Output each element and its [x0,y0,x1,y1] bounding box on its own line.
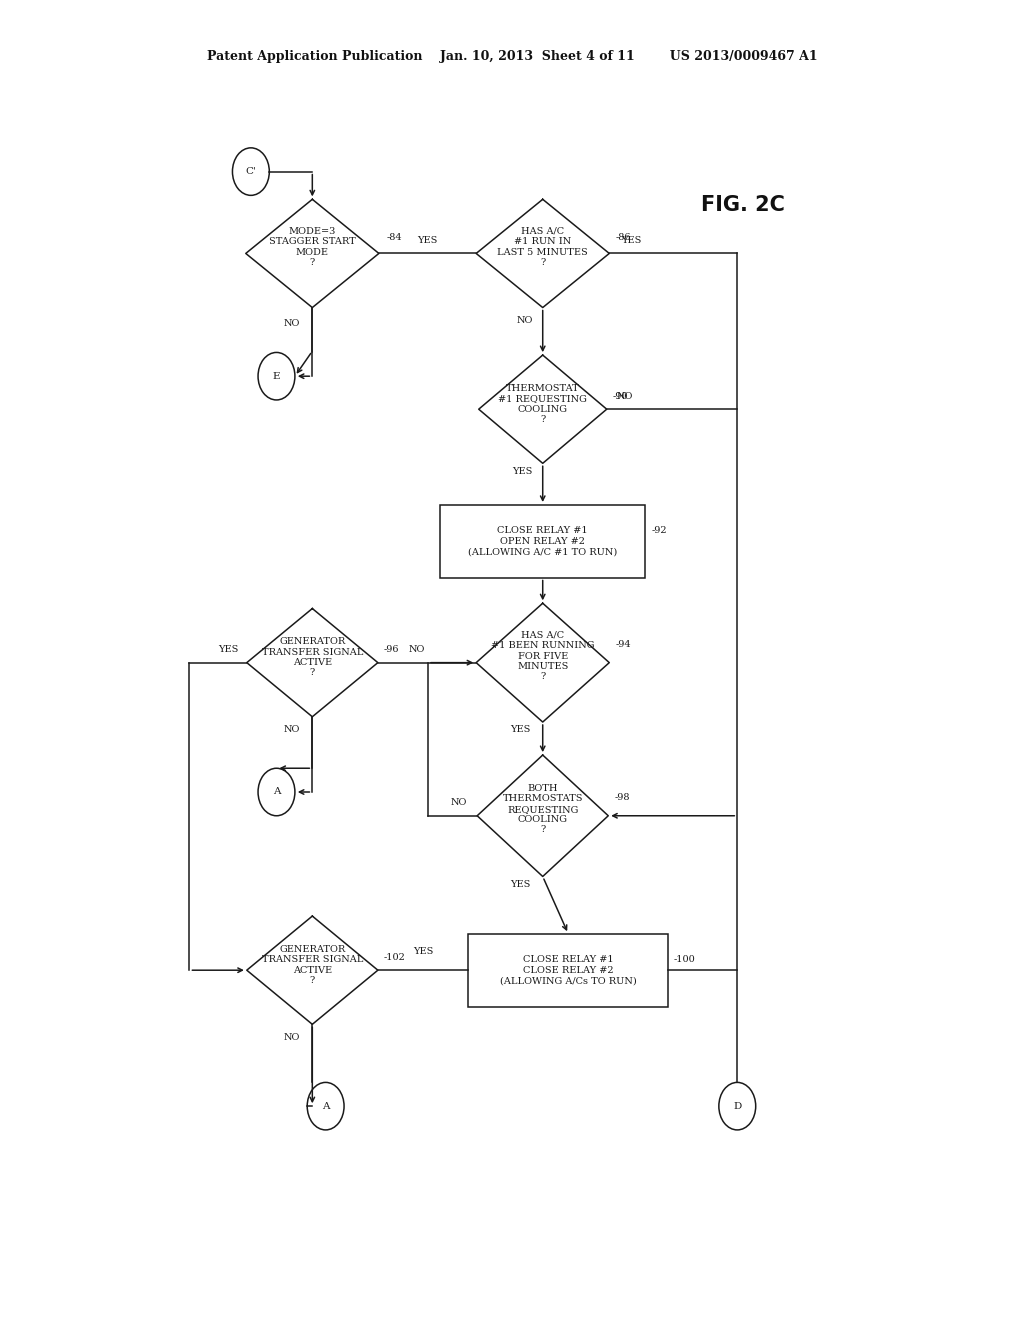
Text: NO: NO [284,1034,300,1041]
Text: YES: YES [622,236,642,244]
Text: D: D [733,1102,741,1110]
Text: YES: YES [512,467,532,475]
Bar [469,935,669,1006]
Text: -98: -98 [614,793,630,801]
Text: NO: NO [516,317,532,325]
Bar [440,504,645,578]
Text: -84: -84 [387,234,402,242]
Text: HAS A/C
#1 RUN IN
LAST 5 MINUTES
?: HAS A/C #1 RUN IN LAST 5 MINUTES ? [498,227,588,267]
Text: NO: NO [284,319,300,327]
Text: Patent Application Publication    Jan. 10, 2013  Sheet 4 of 11        US 2013/00: Patent Application Publication Jan. 10, … [207,50,817,63]
Text: FIG. 2C: FIG. 2C [701,194,785,215]
Text: BOTH
THERMOSTATS
REQUESTING
COOLING
?: BOTH THERMOSTATS REQUESTING COOLING ? [503,784,583,834]
Text: MODE=3
STAGGER START
MODE
?: MODE=3 STAGGER START MODE ? [269,227,355,267]
Text: YES: YES [413,948,433,956]
Text: -86: -86 [615,234,631,242]
Text: NO: NO [616,392,633,400]
Text: E: E [272,372,281,380]
Text: YES: YES [218,645,239,653]
Text: -90: -90 [612,392,629,400]
Text: YES: YES [510,880,530,888]
Text: -94: -94 [615,640,631,648]
Text: C': C' [246,168,256,176]
Text: NO: NO [284,726,300,734]
Text: HAS A/C
#1 BEEN RUNNING
FOR FIVE
MINUTES
?: HAS A/C #1 BEEN RUNNING FOR FIVE MINUTES… [490,631,595,681]
Text: A: A [272,788,281,796]
Text: -102: -102 [384,953,406,961]
Text: GENERATOR
TRANSFER SIGNAL
ACTIVE
?: GENERATOR TRANSFER SIGNAL ACTIVE ? [262,638,362,677]
Text: -92: -92 [651,527,667,535]
Text: -96: -96 [384,645,399,653]
Text: THERMOSTAT
#1 REQUESTING
COOLING
?: THERMOSTAT #1 REQUESTING COOLING ? [499,384,587,424]
Text: NO: NO [451,799,467,807]
Text: YES: YES [510,726,530,734]
Text: CLOSE RELAY #1
CLOSE RELAY #2
(ALLOWING A/Cs TO RUN): CLOSE RELAY #1 CLOSE RELAY #2 (ALLOWING … [500,956,637,985]
Text: A: A [322,1102,330,1110]
Text: YES: YES [418,236,437,244]
Text: -100: -100 [674,956,695,964]
Text: CLOSE RELAY #1
OPEN RELAY #2
(ALLOWING A/C #1 TO RUN): CLOSE RELAY #1 OPEN RELAY #2 (ALLOWING A… [468,527,617,556]
Text: NO: NO [409,645,425,653]
Text: GENERATOR
TRANSFER SIGNAL
ACTIVE
?: GENERATOR TRANSFER SIGNAL ACTIVE ? [262,945,362,985]
